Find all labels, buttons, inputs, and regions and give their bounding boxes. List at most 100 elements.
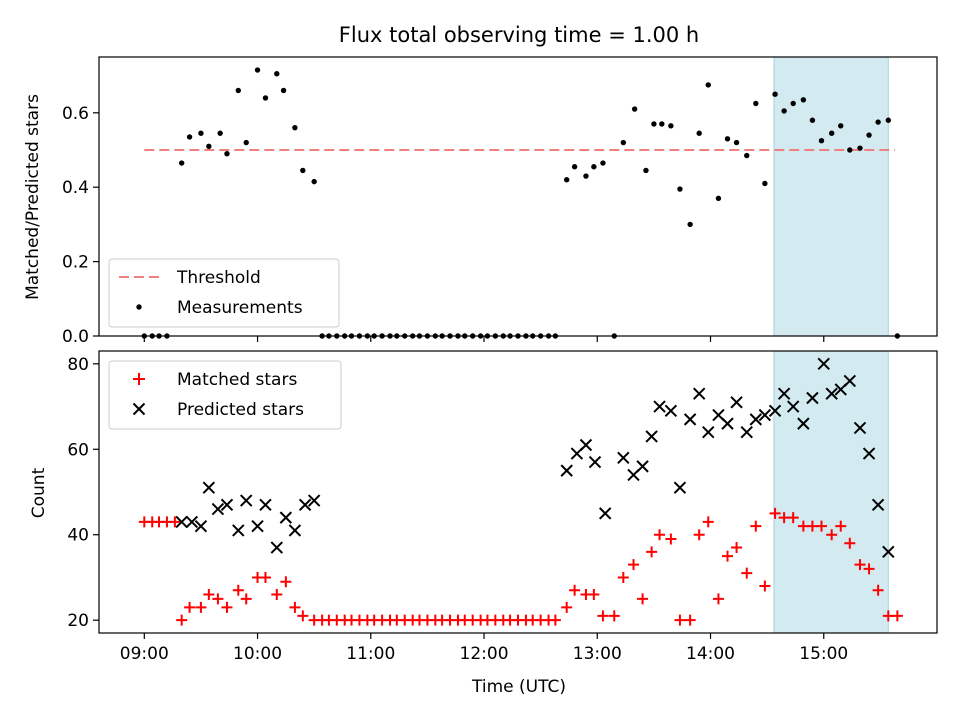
measurement-point (790, 100, 796, 107)
predicted-star-point (853, 421, 867, 435)
y-tick-label: 20 (67, 611, 89, 631)
measurement-point (838, 123, 844, 129)
predicted-star-point (617, 451, 630, 465)
predicted-star-point (825, 387, 838, 400)
measurement-point (311, 178, 317, 185)
measurement-point (583, 173, 589, 179)
predicted-star-point (240, 494, 253, 507)
measurement-point (262, 95, 269, 101)
measurement-point (772, 91, 778, 97)
y-tick-label: 80 (67, 355, 89, 375)
predicted-star-point (279, 511, 293, 524)
matched-star-point (787, 512, 799, 524)
predicted-star-point (579, 438, 593, 452)
predicted-star-point (175, 515, 188, 529)
x-tick-label: 11:00 (346, 644, 395, 664)
measurement-point (715, 195, 722, 202)
matched-star-point (232, 584, 244, 596)
matched-star-point (176, 614, 188, 626)
measurement-point (733, 139, 740, 146)
predicted-star-point (768, 404, 782, 418)
measurements-legend-label: Measurements (177, 298, 303, 318)
matched-star-point (549, 614, 561, 626)
measurement-point (800, 97, 807, 103)
measurement-point (857, 145, 863, 151)
matched-star-point (617, 571, 629, 583)
measurement-point (696, 130, 702, 136)
measurement-point (687, 221, 693, 228)
matched-star-point (297, 610, 309, 622)
predicted-star-point (673, 481, 687, 494)
y-tick-label: 60 (67, 440, 89, 460)
matched-stars-points (138, 507, 903, 626)
matched-star-point (684, 614, 696, 626)
matched-star-point (289, 601, 301, 613)
matched-star-point (569, 584, 581, 596)
predicted-star-point (843, 374, 857, 388)
top-x-ticks (143, 336, 825, 342)
matched-star-point (750, 520, 762, 532)
predicted-star-point (298, 498, 312, 512)
top-panel: 0.0 0.2 0.4 0.6 Matched/Predicted stars Thr… (23, 56, 938, 347)
predicted-star-point (307, 494, 321, 507)
threshold-legend-label: Threshold (176, 268, 261, 288)
predicted-star-point (683, 413, 697, 426)
predicted-legend-label: Predicted stars (177, 400, 304, 420)
predicted-star-point (653, 400, 666, 413)
measurement-point (643, 167, 649, 174)
matched-star-point (702, 516, 714, 528)
measurement-point (600, 160, 606, 166)
bottom-x-ticks: 09:00 10:00 11:00 12:00 13:00 14:00 15:00 (120, 633, 848, 664)
predicted-star-point (194, 519, 208, 533)
measurements-legend-swatch (136, 304, 142, 310)
x-tick-label: 12:00 (460, 644, 509, 664)
measurement-point (198, 130, 204, 136)
matched-star-point (240, 593, 252, 605)
measurement-point (243, 139, 249, 146)
top-axes-frame (98, 56, 938, 337)
matched-star-point (259, 571, 271, 583)
predicted-star-point (259, 498, 272, 512)
matched-star-point (815, 520, 827, 532)
top-legend: Threshold Measurements (108, 258, 340, 328)
bottom-legend: Matched stars Predicted stars (108, 360, 342, 430)
measurement-point (274, 71, 280, 77)
x-tick-label: 13:00 (573, 644, 622, 664)
predicted-star-point (740, 425, 753, 439)
matched-star-point (561, 601, 573, 613)
matched-star-point (835, 520, 847, 532)
predicted-star-point (185, 515, 199, 529)
predicted-star-point (702, 425, 715, 439)
measurement-point (744, 152, 750, 159)
predicted-star-point (786, 400, 800, 413)
matched-star-point (271, 589, 283, 601)
matched-star-point (712, 593, 724, 605)
predicted-star-point (758, 408, 772, 422)
measurement-point (224, 151, 230, 157)
matched-star-point (221, 601, 233, 613)
x-tick-label: 15:00 (799, 644, 848, 664)
matched-star-point (628, 559, 640, 571)
bottom-axes-frame (98, 350, 938, 634)
x-axis-label: Time (UTC) (471, 677, 566, 697)
measurement-point (620, 139, 627, 146)
matched-star-point (731, 542, 743, 554)
matched-star-point (722, 550, 733, 562)
predicted-star-point (817, 357, 830, 371)
matched-star-point (597, 610, 609, 622)
measurement-point (300, 167, 306, 174)
measurement-point (235, 87, 241, 94)
matched-star-point (184, 601, 196, 613)
predicted-star-point (777, 387, 791, 400)
measurement-point (186, 134, 193, 140)
matched-star-point (872, 584, 884, 596)
top-legend-box (108, 258, 340, 328)
bottom-legend-box (108, 360, 342, 430)
predicted-star-point (251, 519, 264, 533)
bottom-y-axis-label: Count (29, 467, 49, 518)
predicted-star-point (560, 464, 573, 477)
predicted-star-point (588, 455, 602, 469)
predicted-star-point (797, 417, 810, 430)
bottom-panel: 20 40 60 80 09:00 10:00 11:00 12:00 13:00 14:00 1… (29, 350, 938, 697)
